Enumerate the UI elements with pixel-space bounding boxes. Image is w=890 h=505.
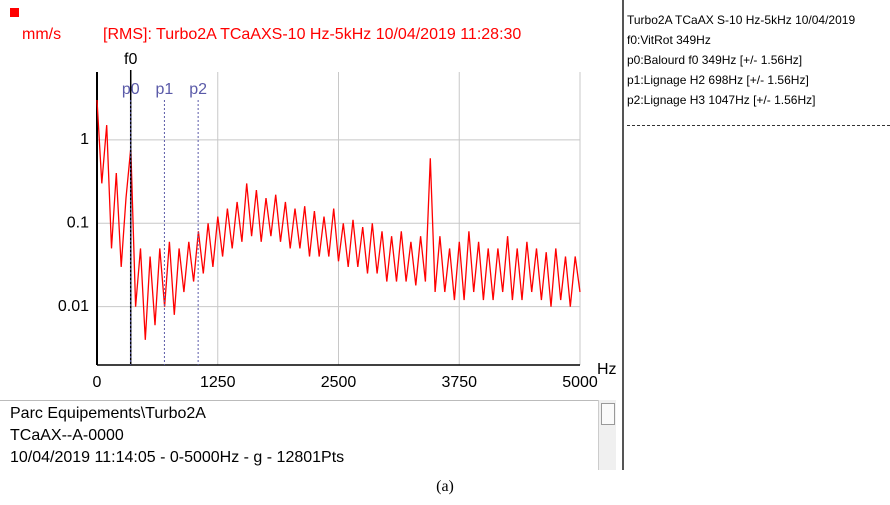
info-line: 10/04/2019 11:14:05 - 0-5000Hz - g - 128… [10, 449, 345, 466]
marker-label: f0 [124, 51, 137, 68]
marker-label: p1 [156, 81, 174, 98]
chart: mm/s [RMS]: Turbo2A TCaAXS-10 Hz-5kHz 10… [10, 8, 617, 391]
info-line: TCaAX--A-0000 [10, 427, 124, 444]
scroll-thumb[interactable] [601, 403, 615, 425]
x-tick-label: 5000 [562, 374, 598, 391]
spectrum-line [96, 99, 581, 340]
side-line: p2:Lignage H3 1047Hz [+/- 1.56Hz] [627, 93, 816, 107]
info-panel: Parc Equipements\Turbo2A TCaAX--A-0000 10/… [0, 400, 598, 470]
y-tick-label: 0.1 [67, 214, 89, 231]
unit-swatch [10, 8, 19, 17]
chart-title: [RMS]: Turbo2A TCaAXS-10 Hz-5kHz 10/04/2… [103, 26, 521, 43]
side-line: f0:VitRot 349Hz [627, 33, 711, 47]
y-axis-label: mm/s [22, 26, 61, 43]
side-line: p0:Balourd f0 349Hz [+/- 1.56Hz] [627, 53, 803, 67]
side-panel: Turbo2A TCaAX S-10 Hz-5kHz 10/04/2019 f0:… [627, 10, 855, 110]
side-line: Turbo2A TCaAX S-10 Hz-5kHz 10/04/2019 [627, 13, 856, 27]
x-tick-label: 1250 [200, 374, 236, 391]
x-tick-label: 2500 [321, 374, 357, 391]
x-axis-label: Hz [597, 361, 617, 378]
info-line: Parc Equipements\Turbo2A [10, 405, 206, 422]
y-tick-label: 0.01 [58, 298, 89, 315]
side-line: p1:Lignage H2 698Hz [+/- 1.56Hz] [627, 73, 809, 87]
x-tick-label: 3750 [441, 374, 477, 391]
separator [622, 0, 624, 470]
x-tick-label: 0 [93, 374, 102, 391]
divider [627, 125, 890, 126]
marker-label: p0 [122, 81, 140, 98]
scrollbar[interactable] [598, 400, 616, 470]
y-tick-label: 1 [80, 131, 89, 148]
marker-label: p2 [189, 81, 207, 98]
caption: (a) [436, 478, 454, 495]
